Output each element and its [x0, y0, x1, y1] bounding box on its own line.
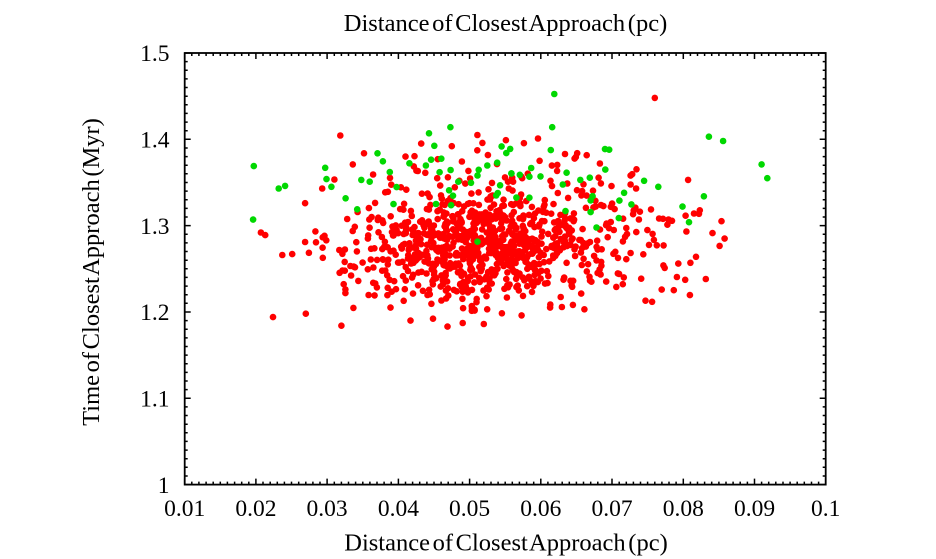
svg-text:0.03: 0.03	[307, 496, 348, 522]
svg-text:Distance of Closest Approach (: Distance of Closest Approach (pc)	[344, 530, 667, 557]
svg-text:0.01: 0.01	[164, 496, 205, 522]
svg-text:0.09: 0.09	[734, 496, 775, 522]
svg-text:1.4: 1.4	[140, 128, 170, 154]
svg-text:0.05: 0.05	[449, 496, 490, 522]
svg-text:0.02: 0.02	[235, 496, 276, 522]
svg-text:1.3: 1.3	[140, 214, 169, 240]
svg-text:1.5: 1.5	[140, 41, 169, 67]
svg-text:Time of Closest Approach (Myr): Time of Closest Approach (Myr)	[78, 118, 105, 426]
svg-text:0.1: 0.1	[811, 496, 840, 522]
svg-text:1.2: 1.2	[140, 300, 169, 326]
svg-text:0.06: 0.06	[520, 496, 561, 522]
svg-text:0.08: 0.08	[663, 496, 704, 522]
svg-text:Distance of Closest Approach (: Distance of Closest Approach (pc)	[344, 10, 667, 37]
svg-text:0.04: 0.04	[378, 496, 419, 522]
svg-text:1.1: 1.1	[140, 387, 169, 413]
svg-text:1: 1	[158, 473, 170, 499]
svg-text:0.07: 0.07	[591, 496, 632, 522]
